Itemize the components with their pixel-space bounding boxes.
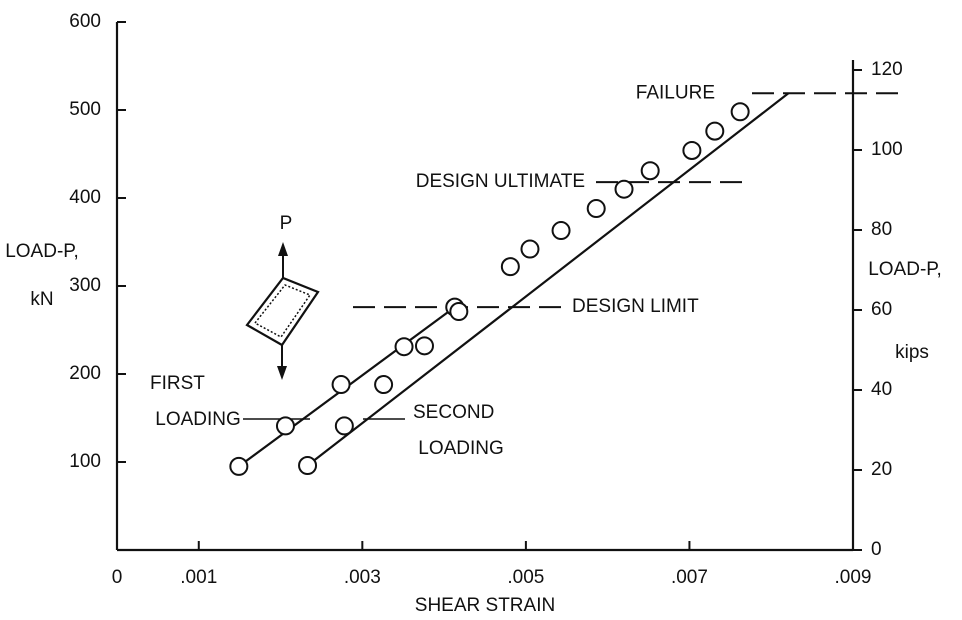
data-point (331, 375, 351, 395)
x-tick-label: .001 (180, 567, 217, 588)
data-point (682, 140, 702, 160)
y-tick-label: 200 (69, 363, 101, 384)
series-label: SECOND LOADING (413, 402, 504, 459)
data-point (705, 121, 725, 141)
data-point (520, 239, 540, 259)
data-point (551, 221, 571, 241)
x-axis-label: SHEAR STRAIN (415, 595, 555, 616)
y-tick-label: 500 (69, 99, 101, 120)
y-tick-label: 400 (69, 187, 101, 208)
y2-tick-label: 40 (871, 379, 892, 400)
y2-tick-label: 80 (871, 219, 892, 240)
annotation: DESIGN LIMIT (572, 296, 699, 317)
y2-axis-label: LOAD-P, (868, 259, 942, 280)
specimen-icon (245, 242, 320, 380)
x-tick-label: .007 (671, 567, 708, 588)
data-point (394, 337, 414, 357)
data-point (730, 102, 750, 122)
y-tick-label: 300 (69, 275, 101, 296)
fit-line (306, 92, 790, 467)
y-tick-label: 100 (69, 451, 101, 472)
specimen-label: P (280, 213, 293, 234)
y2-axis-unit: kips (895, 342, 929, 363)
x-tick-label: .003 (344, 567, 381, 588)
y2-tick-label: 120 (871, 59, 903, 80)
series-label: FIRST LOADING (150, 373, 241, 430)
x-tick-label: 0 (112, 567, 123, 588)
y2-tick-label: 0 (871, 539, 882, 560)
annotation: DESIGN ULTIMATE (416, 171, 585, 192)
data-point (640, 161, 660, 181)
data-point (298, 456, 318, 476)
data-point (229, 456, 249, 476)
data-point (374, 375, 394, 395)
x-tick-label: .005 (507, 567, 544, 588)
data-point (449, 302, 469, 322)
y-tick-label: 600 (69, 11, 101, 32)
annotation: FAILURE (636, 82, 715, 103)
data-point (500, 257, 520, 277)
x-tick-label: .009 (835, 567, 872, 588)
y-axis-label: LOAD-P, (5, 241, 79, 262)
y-axis-unit: kN (30, 289, 53, 310)
y2-tick-label: 100 (871, 139, 903, 160)
y2-tick-label: 20 (871, 459, 892, 480)
data-point (614, 179, 634, 199)
data-point (414, 336, 434, 356)
data-point (586, 199, 606, 219)
data-point (275, 416, 295, 436)
y2-tick-label: 60 (871, 299, 892, 320)
data-point (334, 416, 354, 436)
